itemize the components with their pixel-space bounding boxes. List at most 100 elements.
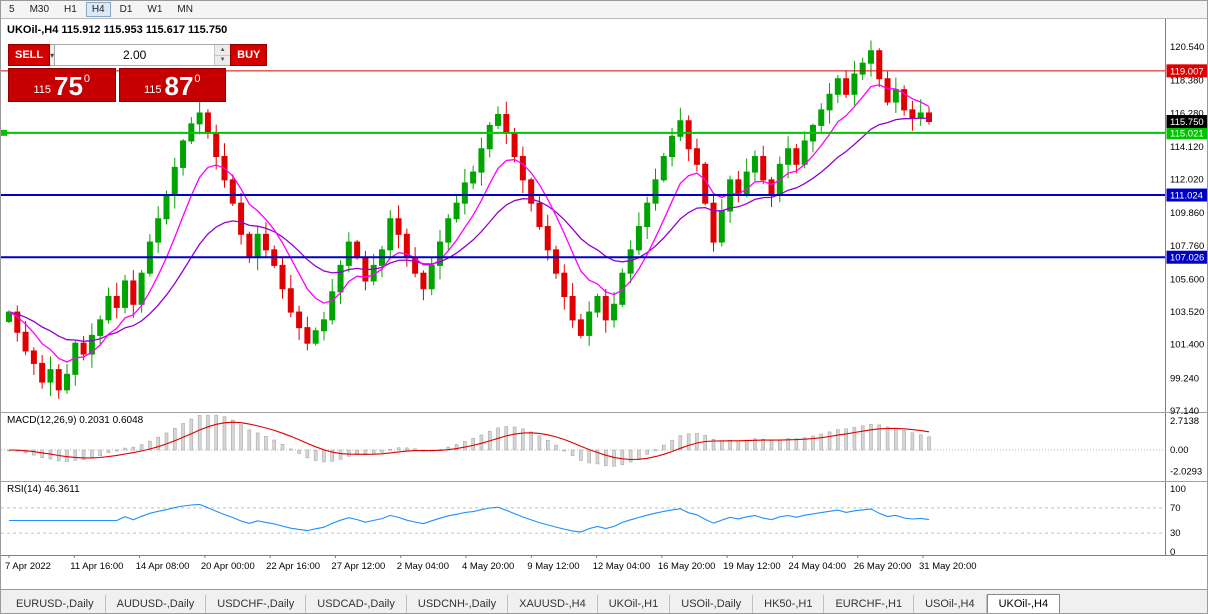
candle-body [619, 272, 626, 305]
macd-signal-line [8, 421, 930, 461]
time-tick-label: 26 May 20:00 [854, 561, 912, 572]
macd-bar [388, 448, 393, 451]
chart-region[interactable]: 120.540 118.380 116.280 114.120 112.020 109.8… [1, 19, 1208, 591]
tab-usoil-daily[interactable]: USOil-,Daily [670, 595, 754, 613]
macd-bar [819, 433, 824, 451]
candle-body [876, 50, 883, 80]
macd-bar [728, 439, 732, 451]
candle-body [884, 78, 891, 103]
buy-price-sup: 0 [194, 73, 201, 85]
price-tick-label: 97.140 [1170, 406, 1199, 417]
timeframe-button-mn[interactable]: MN [171, 2, 199, 17]
candle-body [287, 288, 294, 313]
axis-label-119.007-box [1166, 64, 1207, 78]
candle-body [768, 179, 775, 196]
timeframe-button-h4[interactable]: H4 [85, 2, 111, 17]
macd-bar [214, 414, 218, 451]
macd-bar [471, 438, 475, 451]
tab-eurusd-daily[interactable]: EURUSD-,Daily [5, 595, 106, 613]
tab-usdchf-daily[interactable]: USDCHF-,Daily [206, 595, 307, 613]
timeframe-button-h1[interactable]: H1 [58, 2, 83, 17]
candle-body [710, 202, 717, 243]
axis-label-115.021-text: 115.021 [1170, 128, 1204, 139]
axis-label-107.026-box [1166, 250, 1207, 264]
macd-bar [529, 431, 533, 451]
order-type-dropdown-button[interactable]: ▾ [50, 44, 56, 66]
tab-ukoil-h4[interactable]: UKOil-,H4 [986, 594, 1061, 613]
macd-bar [769, 440, 774, 451]
macd-bar [405, 447, 409, 451]
candle-body [55, 369, 62, 391]
candle-body [644, 202, 651, 228]
candle-body [892, 89, 899, 103]
buy-button[interactable]: BUY [230, 44, 268, 66]
timeframe-button-5[interactable]: 5 [3, 2, 21, 17]
macd-bar [512, 426, 517, 451]
tab-usdcad-daily[interactable]: USDCAD-,Daily [306, 595, 407, 613]
macd-bar [778, 439, 782, 451]
candle-body [163, 194, 170, 220]
macd-bar [570, 449, 575, 456]
tab-eurchf-h1[interactable]: EURCHF-,H1 [824, 595, 915, 613]
candle-body [669, 135, 676, 158]
candle-body [246, 233, 253, 259]
candle-body [718, 210, 725, 243]
candle-body [602, 296, 609, 321]
macd-bar [786, 438, 790, 451]
tab-usoil-h4[interactable]: USOil-,H4 [914, 595, 987, 613]
candle-body [320, 319, 327, 332]
macd-bar [794, 438, 799, 451]
candle-body [329, 291, 336, 321]
volume-increase-button[interactable]: ▲ [215, 45, 231, 56]
price-tick-label: 101.400 [1170, 340, 1204, 351]
macd-bar [877, 424, 882, 451]
macd-bar [255, 432, 260, 451]
sell-button[interactable]: SELL [8, 44, 51, 66]
tab-audusd-daily[interactable]: AUDUSD-,Daily [106, 595, 207, 613]
price-tick-label: 120.540 [1170, 42, 1204, 53]
macd-bar [628, 449, 633, 463]
volume-decrease-button[interactable]: ▼ [215, 55, 231, 65]
candle-body [859, 62, 866, 75]
macd-bar [918, 434, 923, 451]
macd-bar [322, 449, 326, 463]
macd-bar [454, 444, 459, 451]
rsi-tick-label: 100 [1170, 484, 1186, 495]
tab-ukoil-h1[interactable]: UKOil-,H1 [598, 595, 671, 613]
macd-bar [537, 435, 542, 451]
time-tick-label: 22 Apr 16:00 [266, 561, 320, 572]
candle-body [238, 202, 245, 235]
candle-body [105, 296, 112, 321]
candle-body [304, 327, 311, 344]
tab-usdcnh-daily[interactable]: USDCNH-,Daily [407, 595, 509, 613]
candle-body [519, 156, 526, 181]
macd-bar [114, 449, 119, 452]
candle-body [213, 132, 220, 158]
timeframe-button-m30[interactable]: M30 [24, 2, 55, 17]
macd-bar [222, 416, 227, 451]
macd-bar [695, 433, 699, 451]
candle-body [611, 303, 618, 321]
macd-bar [139, 444, 144, 451]
macd-bar [736, 440, 741, 451]
buy-price-display[interactable]: 115 87 0 [118, 68, 226, 102]
timeframe-button-w1[interactable]: W1 [141, 2, 168, 17]
tab-hk50-h1[interactable]: HK50-,H1 [753, 595, 825, 613]
timeframe-button-d1[interactable]: D1 [114, 2, 139, 17]
price-tick-label: 109.860 [1170, 208, 1204, 219]
arrow-up-icon: ▲ [219, 46, 226, 53]
green-line-handle[interactable] [1, 129, 7, 136]
tab-xauusd-h4[interactable]: XAUUSD-,H4 [508, 595, 598, 613]
axis-label-111.024-box [1166, 188, 1207, 202]
candle-body [635, 226, 642, 251]
candle-body [337, 264, 344, 293]
candle-body [204, 112, 211, 134]
candle-body [345, 241, 352, 266]
volume-input[interactable] [55, 45, 215, 65]
price-chart-canvas[interactable]: 120.540 118.380 116.280 114.120 112.020 109.8… [1, 19, 1208, 591]
sell-price-display[interactable]: 115 75 0 [8, 68, 116, 102]
candle-body [528, 179, 535, 204]
time-tick-label: 27 Apr 12:00 [331, 561, 385, 572]
macd-histogram [7, 414, 931, 467]
